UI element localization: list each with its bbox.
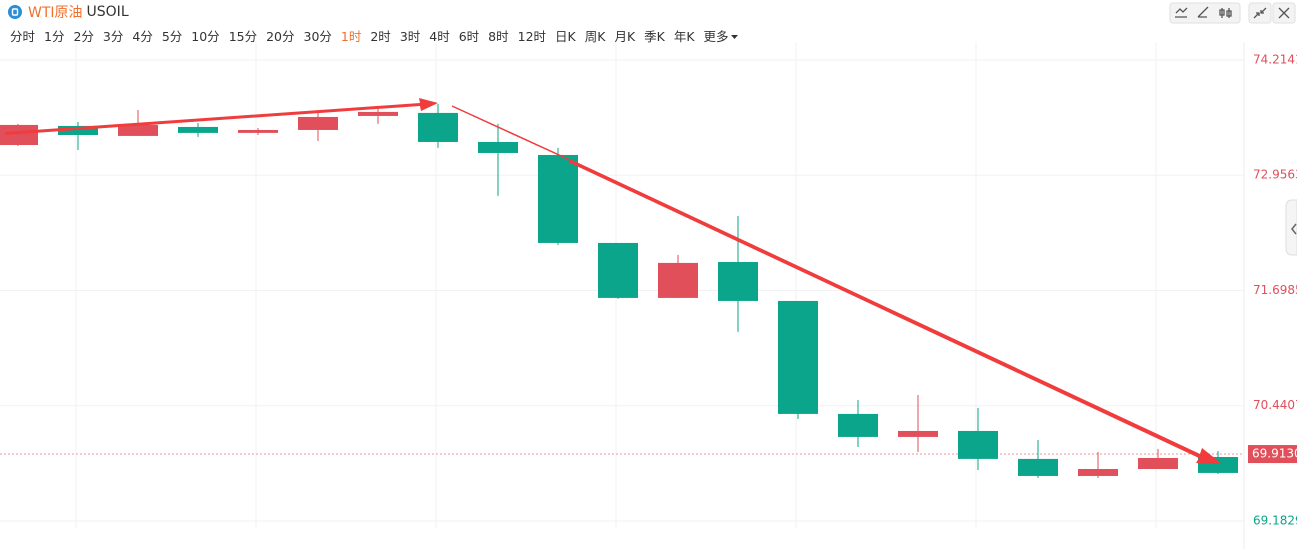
candle-body [598, 242, 638, 298]
arrow-line [451, 105, 571, 161]
caret [730, 35, 738, 39]
interval-option[interactable]: 季K [644, 29, 665, 44]
last-price-label: 69.9130 [1252, 447, 1297, 461]
candles [0, 59, 1244, 522]
interval-option[interactable]: 1分 [44, 29, 65, 44]
y-tick-label: 72.9563 [1253, 168, 1297, 182]
top-icons[interactable] [1169, 2, 1296, 24]
candle-body [718, 262, 758, 301]
candle-body [358, 111, 398, 116]
candle-body [1078, 468, 1118, 476]
interval-option[interactable]: 2时 [370, 29, 391, 44]
candle-body [0, 124, 38, 145]
interval-option[interactable]: 12时 [517, 29, 547, 44]
candle-body [478, 141, 518, 153]
interval-option[interactable]: 6时 [458, 29, 480, 44]
symbol: USOIL [86, 4, 129, 20]
interval-toolbar: 分时 1分 2分 3分 4分 5分 10分 15分 20分 30分 1时 2时 3时 4时 6时 8时 12时日… [10, 26, 739, 45]
candle-body [238, 129, 278, 133]
candle-body [118, 124, 158, 136]
annotation-arrows [5, 98, 1222, 464]
y-tick-label: 74.2141 [1253, 52, 1297, 66]
candle-body [658, 262, 698, 298]
candle-body [1138, 457, 1178, 469]
candle-body [898, 430, 938, 437]
interval-option[interactable]: 15分 [228, 29, 258, 44]
candle-body [958, 430, 998, 459]
interval-option[interactable]: 4分 [132, 29, 153, 44]
candle-body [418, 112, 458, 142]
interval-option[interactable]: 日K [555, 29, 576, 44]
candle-body [778, 300, 818, 414]
arrow-down [568, 159, 1222, 464]
candle-body [538, 154, 578, 243]
interval-option[interactable]: 年K [673, 29, 695, 44]
side-tab[interactable] [1285, 199, 1297, 256]
interval-option[interactable]: 3时 [399, 29, 421, 44]
interval-option[interactable]: 20分 [266, 29, 295, 44]
header: WTI原油 USOIL [0, 0, 129, 24]
arrow-up [5, 98, 438, 135]
candle-body [298, 116, 338, 130]
candle-body [58, 125, 98, 136]
y-tick-label: 71.6985 [1253, 283, 1297, 297]
candle-body [178, 126, 218, 133]
interval-option[interactable]: 4时 [429, 29, 450, 44]
interval-option[interactable]: 10分 [191, 29, 220, 44]
interval-option[interactable]: 30分 [303, 29, 332, 44]
interval-option[interactable]: 更多 [704, 26, 739, 45]
candle-body [1018, 458, 1058, 476]
interval-option[interactable]: 分时 [10, 29, 36, 44]
interval-option[interactable]: 3分 [102, 29, 124, 44]
y-tick-label: 69.1829 [1253, 513, 1297, 527]
last-price-box [1248, 445, 1297, 464]
interval-option[interactable]: 5分 [161, 29, 183, 44]
candle-body [838, 413, 878, 437]
interval-option[interactable]: 8时 [488, 29, 509, 44]
symbol-icon [8, 5, 22, 19]
title: WTI原油 [28, 5, 83, 21]
interval-option[interactable]: 1时 [340, 29, 362, 44]
interval-option[interactable]: 周K [584, 29, 606, 44]
interval-option[interactable]: 2分 [73, 29, 94, 44]
interval-option[interactable]: 月K [614, 29, 636, 44]
